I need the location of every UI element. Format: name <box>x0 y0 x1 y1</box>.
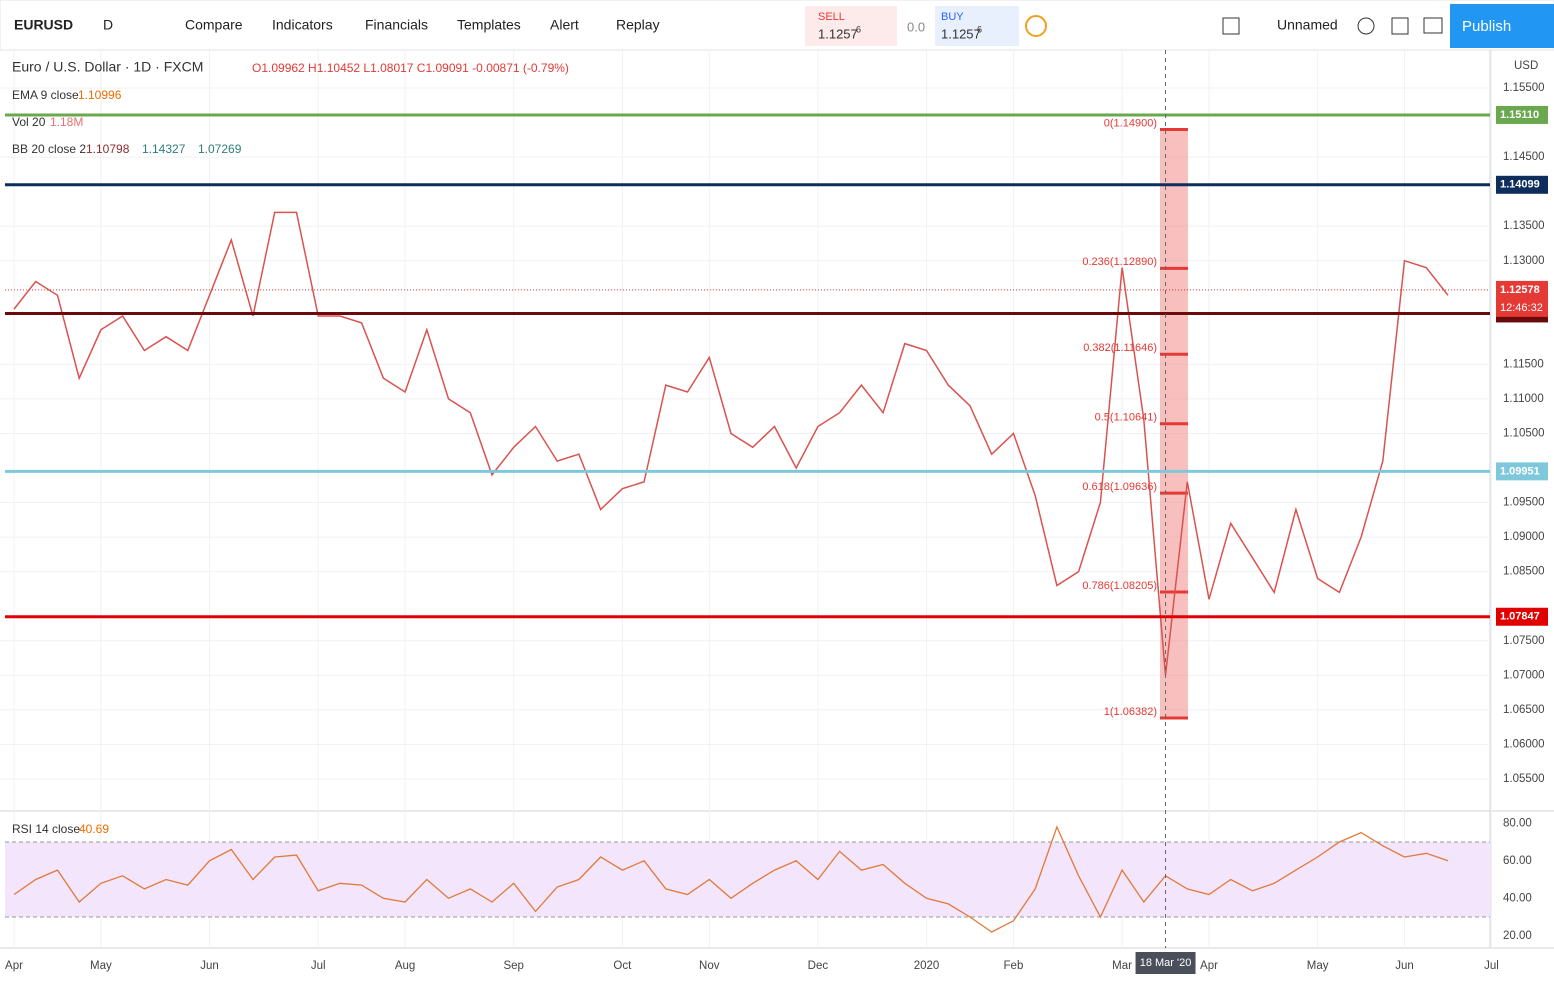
price-tick-label: 1.07500 <box>1503 635 1545 647</box>
publish-button[interactable] <box>1450 4 1554 48</box>
rsi-line <box>13 825 1449 933</box>
level-label: 1.07847 <box>1500 611 1540 623</box>
toolbar-button[interactable]: Indicators <box>272 17 333 33</box>
toolbar-button[interactable]: Alert <box>550 17 579 33</box>
time-label: Dec <box>808 960 829 972</box>
rsi-tick-label: 40.00 <box>1503 892 1532 904</box>
fib-label: 0.5(1.10641) <box>1095 412 1157 424</box>
toolbar-button[interactable]: Replay <box>616 17 660 33</box>
ohlc: O1.09962 H1.10452 L1.08017 C1.09091 -0.0… <box>252 61 569 75</box>
price-tick-label: 1.09000 <box>1503 531 1545 543</box>
price-tick-label: 1.15500 <box>1503 82 1545 94</box>
symbol[interactable]: EURUSD <box>14 17 73 33</box>
fib-label: 0.618(1.09636) <box>1082 481 1157 493</box>
rsi-name: RSI 14 close <box>12 822 80 836</box>
bb-value: 1.14327 <box>142 142 186 156</box>
price-tick-label: 1.06500 <box>1503 704 1545 716</box>
fib-label: 0.786(1.08205) <box>1082 580 1157 592</box>
time-label: Oct <box>613 960 632 972</box>
toolbar-button[interactable]: Templates <box>457 17 521 33</box>
rsi-tick-label: 80.00 <box>1503 817 1532 829</box>
price-tick-label: 1.11000 <box>1503 393 1544 405</box>
time-label: Jul <box>311 960 326 972</box>
rsi-tick-label: 60.00 <box>1503 855 1532 867</box>
level-label: 1.09951 <box>1500 465 1540 477</box>
price-tick-label: 1.11500 <box>1503 358 1544 370</box>
sell-box[interactable] <box>805 6 897 46</box>
checkbox[interactable] <box>1222 17 1240 35</box>
price-tick-label: 1.13500 <box>1503 220 1545 232</box>
sell-pip: 6 <box>856 24 861 34</box>
snapshot-icon[interactable] <box>1423 17 1443 34</box>
price-tick-label: 1.05500 <box>1503 773 1545 785</box>
level-label: 1.14099 <box>1500 179 1540 191</box>
rsi-band <box>5 842 1490 917</box>
ema-value: 1.10996 <box>78 88 122 102</box>
toolbar-button[interactable]: Compare <box>185 17 243 33</box>
legend-title: Euro / U.S. Dollar · 1D · FXCM <box>12 59 203 75</box>
level-tag <box>1496 462 1548 481</box>
rsi-value: 40.69 <box>79 822 109 836</box>
vol-name: Vol 20 <box>12 115 46 129</box>
fullscreen-icon[interactable] <box>1391 17 1409 35</box>
countdown: 12:46:32 <box>1500 302 1543 314</box>
info-icon[interactable] <box>1025 15 1047 37</box>
time-label: Apr <box>5 960 23 972</box>
time-label: May <box>90 960 112 972</box>
price-tick-label: 1.07000 <box>1503 669 1545 681</box>
time-label: Apr <box>1200 960 1218 972</box>
time-label: Sep <box>503 960 523 972</box>
price-tick-label: 1.13000 <box>1503 255 1545 267</box>
price-tick-label: 1.09500 <box>1503 497 1545 509</box>
time-label: Jun <box>1395 960 1414 972</box>
toolbar-button[interactable]: Financials <box>365 17 428 33</box>
last-price-label: 1.12578 <box>1500 284 1540 296</box>
time-label: Feb <box>1004 960 1024 972</box>
ema-name: EMA 9 close <box>12 88 79 102</box>
price-tick-label: 1.14500 <box>1503 151 1545 163</box>
currency: USD <box>1514 60 1538 72</box>
time-label: May <box>1307 960 1329 972</box>
last-price-tag <box>1496 280 1548 317</box>
bb-value: 1.10798 <box>86 142 130 156</box>
sell-label: SELL <box>818 11 845 23</box>
price-tick-label: 1.06000 <box>1503 738 1545 750</box>
interval[interactable]: D <box>103 17 113 33</box>
level-label: 1.15110 <box>1500 109 1539 121</box>
buy-box[interactable] <box>935 6 1019 46</box>
time-label: Mar <box>1112 960 1132 972</box>
vol-value: 1.18M <box>50 115 83 129</box>
layout-name[interactable]: Unnamed <box>1277 17 1338 33</box>
publish-label: Publish <box>1462 18 1511 35</box>
price-tick-label: 1.10500 <box>1503 427 1545 439</box>
time-label: 2020 <box>914 960 940 972</box>
fib-label: 0(1.14900) <box>1104 117 1157 129</box>
bb-name: BB 20 close 2 <box>12 142 86 156</box>
fib-label: 0.382(1.11646) <box>1083 342 1157 354</box>
price-line <box>13 211 1449 676</box>
buy-price: 1.1257 <box>941 26 981 41</box>
time-label: Nov <box>699 960 720 972</box>
bb-value: 1.07269 <box>198 142 242 156</box>
time-label: Aug <box>395 960 415 972</box>
fib-label: 1(1.06382) <box>1104 706 1157 718</box>
level-tag <box>1496 105 1548 124</box>
level-tag <box>1496 607 1548 626</box>
time-label: Jul <box>1484 960 1499 972</box>
settings-icon[interactable] <box>1357 17 1375 35</box>
toolbar <box>0 0 1554 51</box>
rsi-tick-label: 20.00 <box>1503 930 1532 942</box>
price-tick-label: 1.08500 <box>1503 566 1545 578</box>
fib-label: 0.236(1.12890) <box>1082 256 1157 268</box>
buy-pip: 6 <box>977 24 982 34</box>
crosshair-tag <box>1135 952 1196 974</box>
crosshair-label: 18 Mar '20 <box>1140 957 1192 969</box>
spread: 0.0 <box>907 19 925 34</box>
sell-price: 1.1257 <box>818 26 858 41</box>
level-tag <box>1496 175 1548 194</box>
buy-label: BUY <box>941 11 964 23</box>
time-label: Jun <box>200 960 219 972</box>
